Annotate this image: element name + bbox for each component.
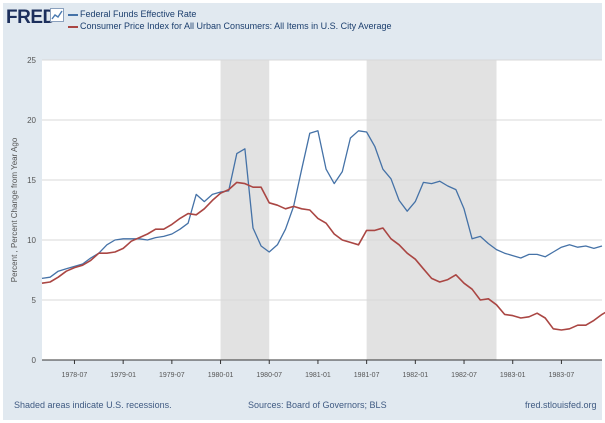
y-tick-label: 20 (27, 116, 36, 125)
recession-band (220, 60, 270, 360)
recession-note: Shaded areas indicate U.S. recessions. (14, 400, 172, 410)
x-tick-label: 1980-07 (256, 372, 282, 379)
legend-item-fedfunds[interactable]: Federal Funds Effective Rate (68, 8, 391, 20)
x-tick-label: 1983-07 (549, 372, 575, 379)
y-tick-label: 15 (27, 176, 36, 185)
y-tick-label: 0 (32, 356, 37, 365)
y-tick-label: 5 (32, 296, 37, 305)
x-tick-label: 1982-01 (402, 372, 428, 379)
y-axis-label: Percent , Percent Change from Year Ago (10, 137, 19, 282)
y-tick-label: 10 (27, 236, 36, 245)
legend-swatch-fedfunds (68, 13, 78, 16)
x-tick-label: 1981-07 (354, 372, 380, 379)
recession-band (366, 60, 497, 360)
x-tick-label: 1981-01 (305, 372, 331, 379)
x-tick-label: 1978-07 (62, 372, 88, 379)
x-tick-label: 1980-01 (208, 372, 234, 379)
chart-legend: Federal Funds Effective Rate Consumer Pr… (68, 8, 391, 32)
fred-logo[interactable]: FRED (6, 7, 56, 28)
legend-swatch-cpi (68, 25, 78, 28)
legend-label: Consumer Price Index for All Urban Consu… (80, 21, 392, 31)
y-tick-label: 25 (27, 56, 36, 65)
x-tick-label: 1979-01 (110, 372, 136, 379)
x-tick-label: 1983-01 (500, 372, 526, 379)
plot-area (42, 60, 602, 360)
x-tick-label: 1982-07 (451, 372, 477, 379)
x-tick-label: 1979-07 (159, 372, 185, 379)
legend-label: Federal Funds Effective Rate (80, 9, 197, 19)
site-link[interactable]: fred.stlouisfed.org (525, 400, 597, 410)
legend-item-cpi[interactable]: Consumer Price Index for All Urban Consu… (68, 20, 391, 32)
sources-text: Sources: Board of Governors; BLS (248, 400, 387, 410)
series-line-cpi (41, 181, 605, 331)
chart-mark-icon (50, 8, 64, 22)
